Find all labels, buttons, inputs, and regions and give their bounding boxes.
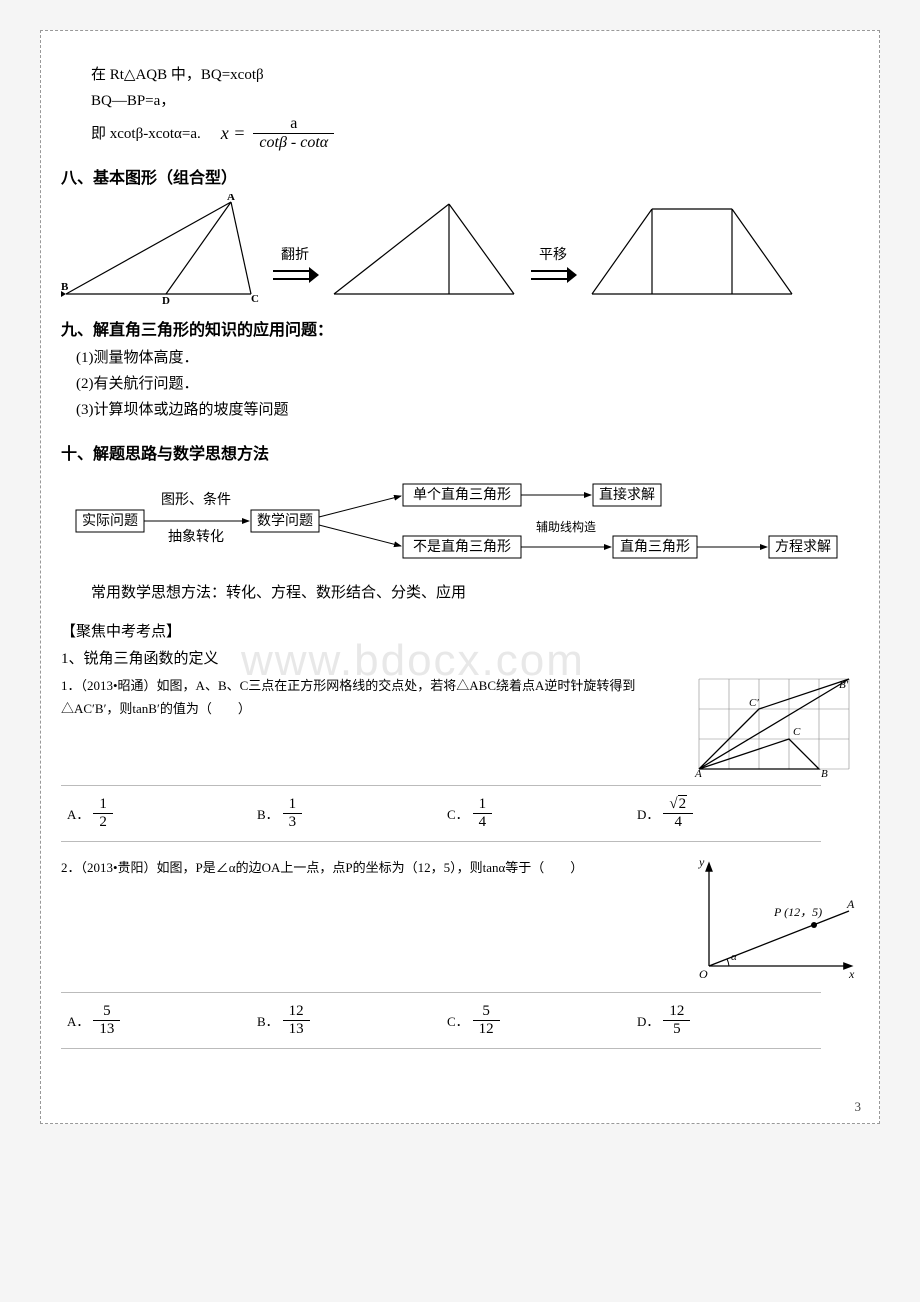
question-text: 2．（2013•贵阳）如图，P是∠α的边OA上一点，点P的坐标为（12，5），则… (61, 856, 663, 879)
figures-row: A B C D 翻折 平移 (61, 194, 859, 304)
svg-text:直角三角形: 直角三角形 (620, 538, 690, 555)
option-b: B． 13 (257, 796, 306, 831)
exam-topic: 1、锐角三角函数的定义 (61, 647, 859, 668)
svg-text:P (12，5): P (12，5) (773, 905, 822, 919)
numerator: a (253, 115, 334, 134)
svg-text:x: x (848, 967, 855, 981)
svg-text:C′: C′ (749, 697, 759, 709)
svg-text:A: A (846, 897, 855, 911)
svg-text:B: B (61, 281, 69, 293)
arrow-label: 翻折 (281, 244, 309, 264)
svg-text:实际问题: 实际问题 (82, 513, 138, 529)
svg-text:C: C (251, 293, 259, 304)
svg-text:D: D (162, 295, 170, 304)
arrow-label: 平移 (539, 244, 567, 264)
option-c: C． 512 (447, 1003, 504, 1038)
svg-text:B′: B′ (839, 679, 849, 691)
svg-text:辅助线构造: 辅助线构造 (536, 519, 596, 534)
arrow-fold: 翻折 (271, 244, 319, 284)
svg-text:O: O (699, 967, 708, 981)
option-b: B． 1213 (257, 1003, 314, 1038)
arrow-translate: 平移 (529, 244, 577, 284)
axes-figure: y x O P (12，5) A α (669, 856, 859, 986)
eq-lhs: x = (221, 123, 250, 144)
svg-text:C: C (793, 726, 801, 738)
question-text: 1．（2013•昭通）如图，A、B、C三点在正方形网格线的交点处，若将△ABC绕… (61, 674, 683, 721)
exam-heading: 【聚焦中考考点】 (61, 620, 859, 641)
content: 在 Rt△AQB 中，BQ=xcotβ BQ—BP=a， 即 xcotβ-xco… (61, 63, 859, 1103)
q2-options: A． 513 B． 1213 C． 512 D． 125 (61, 992, 821, 1049)
svg-text:不是直角三角形: 不是直角三角形 (413, 538, 511, 555)
question-1: 1．（2013•昭通）如图，A、B、C三点在正方形网格线的交点处，若将△ABC绕… (61, 674, 859, 779)
flowchart: 实际问题 图形、条件 抽象转化 数学问题 单个直角三角形 直接求解 不 (61, 476, 859, 571)
section-10-title: 十、解题思路与数学思想方法 (61, 440, 859, 464)
svg-text:方程求解: 方程求解 (775, 539, 831, 555)
svg-text:单个直角三角形: 单个直角三角形 (413, 486, 511, 503)
arrow-icon (529, 266, 577, 284)
option-d: D． √2 4 (637, 796, 697, 831)
option-a: A． 12 (67, 796, 117, 831)
section-8-title: 八、基本图形（组合型） (61, 164, 859, 188)
flowchart-svg: 实际问题 图形、条件 抽象转化 数学问题 单个直角三角形 直接求解 不 (71, 476, 871, 566)
svg-text:A: A (694, 768, 702, 779)
list-item: (3)计算坝体或边路的坡度等问题 (61, 398, 859, 422)
svg-text:α: α (731, 951, 737, 963)
arrow-icon (271, 266, 319, 284)
svg-text:数学问题: 数学问题 (257, 513, 313, 529)
question-2: 2．（2013•贵阳）如图，P是∠α的边OA上一点，点P的坐标为（12，5），则… (61, 856, 859, 986)
q1-options: A． 12 B． 13 C． 14 D． √2 4 (61, 785, 821, 842)
methods-line: 常用数学思想方法：转化、方程、数形结合、分类、应用 (61, 581, 859, 602)
triangle-figure-1: A B C D (61, 194, 261, 304)
trapezoid-figure (587, 194, 797, 304)
proof-formula: 即 xcotβ-xcotα=a. x = a cotβ - cotα (61, 115, 859, 152)
svg-text:A: A (227, 194, 235, 203)
denominator: cotβ - cotα (253, 134, 334, 152)
grid-figure: A B C C′ B′ (689, 674, 859, 779)
option-c: C． 14 (447, 796, 496, 831)
proof-line: 在 Rt△AQB 中，BQ=xcotβ (61, 63, 859, 87)
section-9-title: 九、解直角三角形的知识的应用问题： (61, 316, 859, 340)
svg-text:抽象转化: 抽象转化 (168, 529, 224, 545)
triangle-figure-2 (329, 194, 519, 304)
proof-line: BQ—BP=a， (61, 89, 859, 113)
list-item: (2)有关航行问题． (61, 372, 859, 396)
page: www.bdocx.com 在 Rt△AQB 中，BQ=xcotβ BQ—BP=… (40, 30, 880, 1124)
proof-line: 即 xcotβ-xcotα=a. (61, 122, 201, 146)
svg-text:直接求解: 直接求解 (599, 486, 655, 503)
fraction: a cotβ - cotα (253, 115, 334, 152)
svg-text:B: B (821, 768, 828, 779)
option-a: A． 513 (67, 1003, 124, 1038)
list-item: (1)测量物体高度． (61, 346, 859, 370)
svg-text:图形、条件: 图形、条件 (161, 491, 231, 508)
svg-text:y: y (698, 856, 705, 869)
option-d: D． 125 (637, 1003, 694, 1038)
